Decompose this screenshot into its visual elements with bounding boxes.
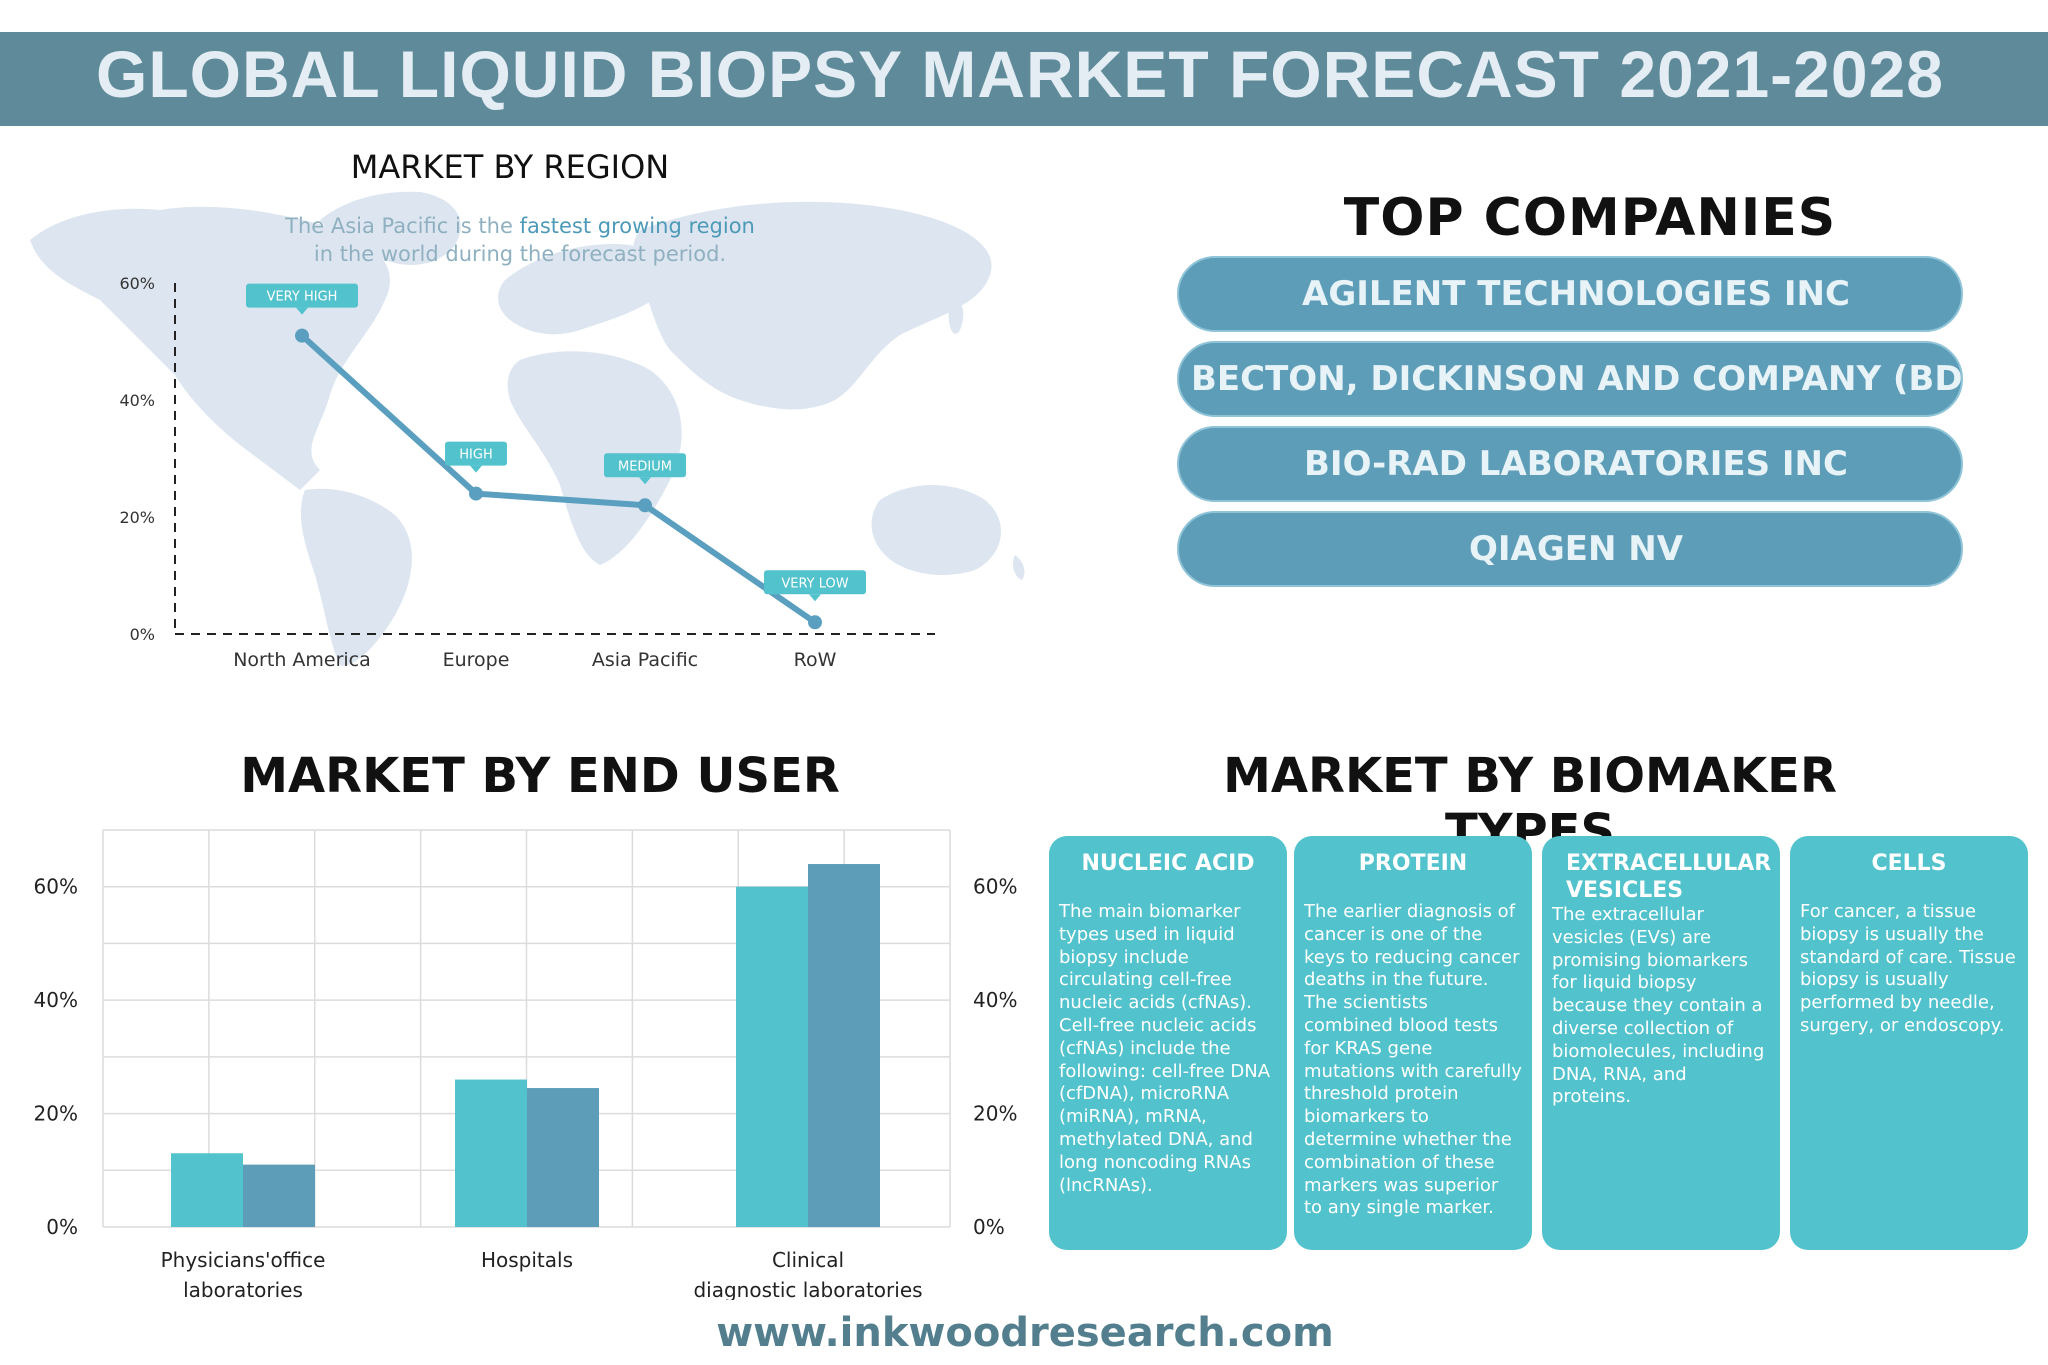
point-label-pointer <box>470 465 482 473</box>
x-tick-label: RoW <box>794 649 837 671</box>
company-bd: BECTON, DICKINSON AND COMPANY (BD <box>1177 341 1963 417</box>
title-banner <box>0 32 2048 126</box>
y-tick-label: 0% <box>130 625 155 644</box>
card-protein: PROTEIN The earlier diagnosis of cancer … <box>1294 836 1532 1250</box>
card-nucleic-acid: NUCLEIC ACID The main biomarker types us… <box>1049 836 1287 1250</box>
y-tick-label-right: 0% <box>973 1215 1005 1239</box>
x-tick-label-line: Clinical <box>772 1248 844 1272</box>
region-subtitle-post: in the world during the forecast period. <box>313 242 727 266</box>
data-point <box>295 328 309 343</box>
end-user-title: MARKET BY END USER <box>240 748 840 804</box>
card-title: NUCLEIC ACID <box>1081 851 1255 876</box>
region-line-chart: 0% 20% 40% 60% North America Europe Asia Pacif… <box>119 274 935 671</box>
point-label: HIGH <box>459 448 492 463</box>
point-label-box <box>246 283 358 308</box>
point-label-box <box>445 441 507 466</box>
x-tick-label: Hospitals <box>481 1248 573 1272</box>
y-tick-label-left: 0% <box>46 1215 78 1239</box>
point-label-box <box>764 570 866 595</box>
card-title: CELLS <box>1871 851 1947 876</box>
y-tick-label-right: 20% <box>973 1102 1017 1126</box>
region-series-line <box>299 333 817 625</box>
region-subtitle-highlight: fastest growing region <box>519 214 755 238</box>
bar-series-1 <box>455 1079 527 1227</box>
x-tick-label: Clinical diagnostic laboratories <box>693 1248 922 1300</box>
card-body: For cancer, a tissue biopsy is usually t… <box>1800 901 2016 1036</box>
point-label-box <box>604 453 686 478</box>
data-point <box>638 498 652 513</box>
x-tick-label: North America <box>233 649 371 671</box>
point-label: VERY LOW <box>781 576 848 591</box>
card-title: EXTRACELLULAR VESICLES <box>1566 851 1772 903</box>
point-label: VERY HIGH <box>267 290 338 305</box>
data-point <box>469 486 483 501</box>
y-tick-label-left: 40% <box>34 988 78 1012</box>
card-extracellular-vesicles: EXTRACELLULAR VESICLES The extracellular… <box>1542 836 1780 1250</box>
top-companies-title: TOP COMPANIES <box>1343 188 1837 248</box>
point-label-pointer <box>639 477 651 485</box>
footer-url[interactable]: www.inkwoodresearch.com <box>716 1310 1334 1356</box>
world-map <box>30 191 1025 666</box>
x-tick-label: Physicians'office laboratories <box>161 1248 326 1300</box>
company-bio-rad: BIO-RAD LABORATORIES INC <box>1177 426 1963 502</box>
y-tick-label: 40% <box>119 391 155 410</box>
bar-series-1 <box>171 1153 243 1227</box>
bar-series-2 <box>808 864 880 1227</box>
y-tick-label-left: 60% <box>34 875 78 899</box>
x-tick-label: Asia Pacific <box>592 649 698 671</box>
card-body: The earlier diagnosis of cancer is one o… <box>1304 901 1522 1219</box>
point-label-pointer <box>296 307 308 315</box>
company-agilent: AGILENT TECHNOLOGIES INC <box>1177 256 1963 332</box>
card-title: PROTEIN <box>1358 851 1468 876</box>
bar-series-1 <box>736 886 808 1227</box>
card-body: The extracellular vesicles (EVs) are pro… <box>1552 904 1765 1108</box>
x-tick-label: Europe <box>443 649 510 671</box>
bar-series-2 <box>243 1164 315 1227</box>
y-tick-label: 20% <box>119 508 155 527</box>
y-tick-label-left: 20% <box>34 1102 78 1126</box>
x-tick-label-line: Hospitals <box>481 1248 573 1272</box>
region-subtitle-pre: The Asia Pacific is the <box>285 214 520 238</box>
region-chart-title: MARKET BY REGION <box>350 148 670 186</box>
company-qiagen: QIAGEN NV <box>1177 511 1963 587</box>
end-user-bar-chart: 0% 20% 40% 60% 0% 20% 40% 60% Physicians'office l… <box>34 829 1017 1300</box>
data-point <box>808 615 822 630</box>
bar-series-2 <box>527 1088 599 1227</box>
point-label-pointer <box>809 594 821 602</box>
region-subtitle: The Asia Pacific is the fastest growing … <box>235 212 805 268</box>
x-tick-label-line: laboratories <box>183 1278 303 1300</box>
x-tick-label-line: Physicians'office <box>161 1248 326 1272</box>
y-tick-label: 60% <box>119 274 155 293</box>
x-tick-label-line: diagnostic laboratories <box>693 1278 922 1300</box>
card-cells: CELLS For cancer, a tissue biopsy is usu… <box>1790 836 2028 1250</box>
card-body: The main biomarker types used in liquid … <box>1059 901 1271 1196</box>
y-tick-label-right: 60% <box>973 875 1017 899</box>
page-title: GLOBAL LIQUID BIOPSY MARKET FORECAST 202… <box>96 37 1944 111</box>
point-label: MEDIUM <box>618 459 672 474</box>
y-tick-label-right: 40% <box>973 988 1017 1012</box>
